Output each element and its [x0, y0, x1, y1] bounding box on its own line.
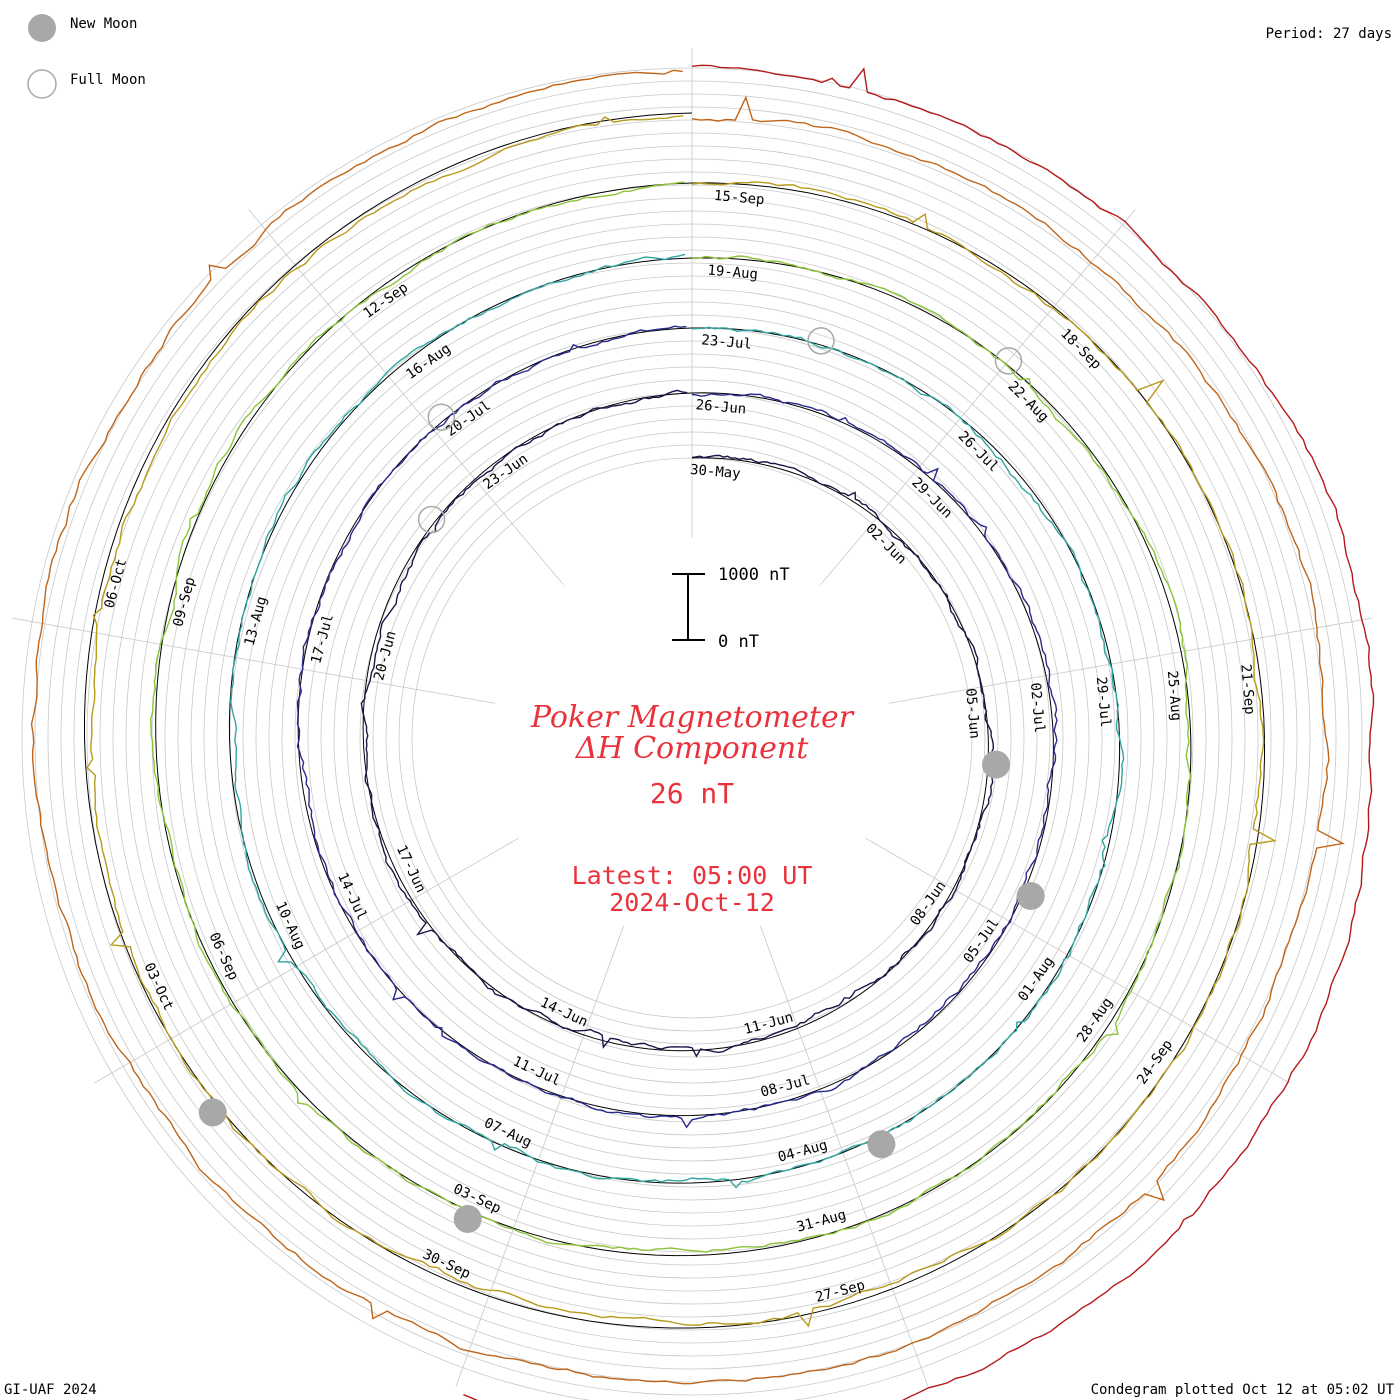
- day-spokes: [12, 48, 1372, 1387]
- date-label: 26-Jun: [695, 397, 747, 417]
- new-moon-legend-icon: [28, 14, 56, 42]
- moon-markers: [198, 327, 1045, 1233]
- full-moon-marker: [427, 403, 456, 431]
- chart-title-line2: ΔH Component: [575, 731, 809, 766]
- date-label: 21-Sep: [1237, 664, 1257, 716]
- new-moon-marker: [453, 1205, 482, 1233]
- scale-bar: [672, 573, 705, 641]
- date-label: 18-Sep: [1057, 326, 1104, 373]
- date-label: 08-Jun: [907, 878, 949, 929]
- series-trace: [150, 181, 1192, 1253]
- baseline-ring: [155, 182, 1192, 1257]
- date-label: 05-Jun: [962, 688, 982, 740]
- full-moon-marker: [994, 347, 1023, 375]
- date-label: 26-Jul: [955, 428, 1002, 475]
- series-trace: [360, 389, 996, 1058]
- footer-credit: GI-UAF 2024: [4, 1382, 97, 1398]
- date-label: 12-Sep: [361, 280, 412, 322]
- date-label: 15-Sep: [713, 188, 765, 208]
- date-label: 20-Jul: [443, 398, 494, 440]
- date-label: 25-Aug: [1164, 670, 1184, 722]
- series-trace: [229, 253, 1125, 1189]
- scale-top-label: 1000 nT: [718, 565, 790, 585]
- new-moon-marker: [198, 1098, 227, 1127]
- series-trace: [86, 115, 1277, 1328]
- day-spoke: [12, 617, 496, 704]
- new-moon-marker: [867, 1130, 896, 1159]
- date-label: 31-Aug: [795, 1207, 848, 1236]
- day-spoke: [248, 209, 564, 586]
- date-label: 11-Jun: [742, 1009, 795, 1038]
- date-label: 14-Jun: [538, 995, 591, 1031]
- date-label: 17-Jun: [393, 843, 429, 896]
- day-spoke: [455, 925, 624, 1387]
- date-label: 03-Oct: [141, 960, 177, 1013]
- current-value: 26 nT: [650, 777, 734, 810]
- day-spoke: [865, 837, 1290, 1084]
- date-label: 01-Aug: [1015, 954, 1057, 1005]
- day-spoke: [820, 209, 1136, 586]
- date-label: 23-Jul: [701, 332, 753, 352]
- date-label: 14-Jul: [334, 870, 370, 923]
- scale-bottom-label: 0 nT: [718, 632, 759, 652]
- full-moon-marker: [807, 327, 835, 355]
- series-trace: [463, 64, 1375, 1400]
- full-moon-legend-icon: [27, 69, 57, 99]
- series-trace: [30, 69, 1345, 1385]
- date-label: 02-Jul: [1027, 682, 1047, 734]
- date-label: 29-Jul: [1093, 676, 1113, 728]
- series-trace: [296, 325, 1058, 1129]
- new-moon-marker: [982, 750, 1010, 779]
- series-traces: [30, 64, 1375, 1400]
- date-label: 10-Aug: [272, 899, 308, 952]
- date-label: 30-May: [689, 462, 741, 482]
- new-moon-legend-label: New Moon: [70, 16, 137, 32]
- full-moon-marker: [417, 505, 446, 534]
- day-spoke: [888, 617, 1372, 704]
- latest-time: Latest: 05:00 UT: [572, 861, 813, 890]
- latest-date: 2024-Oct-12: [609, 888, 775, 917]
- date-label: 19-Aug: [707, 263, 759, 283]
- footer-plotted: Condegram plotted Oct 12 at 05:02 UT: [1091, 1382, 1395, 1398]
- date-label: 29-Jun: [908, 475, 955, 522]
- chart-title-line1: Poker Magnetometer: [530, 700, 855, 735]
- day-spoke: [94, 837, 519, 1084]
- date-label: 11-Jul: [510, 1054, 563, 1090]
- date-label: 06-Sep: [205, 930, 241, 983]
- new-moon-marker: [1016, 882, 1045, 910]
- date-label: 22-Aug: [1005, 378, 1052, 425]
- day-spoke: [760, 925, 929, 1387]
- full-moon-legend-label: Full Moon: [70, 72, 146, 88]
- baseline-ring: [228, 257, 1121, 1184]
- period-label: Period: 27 days: [1266, 26, 1392, 42]
